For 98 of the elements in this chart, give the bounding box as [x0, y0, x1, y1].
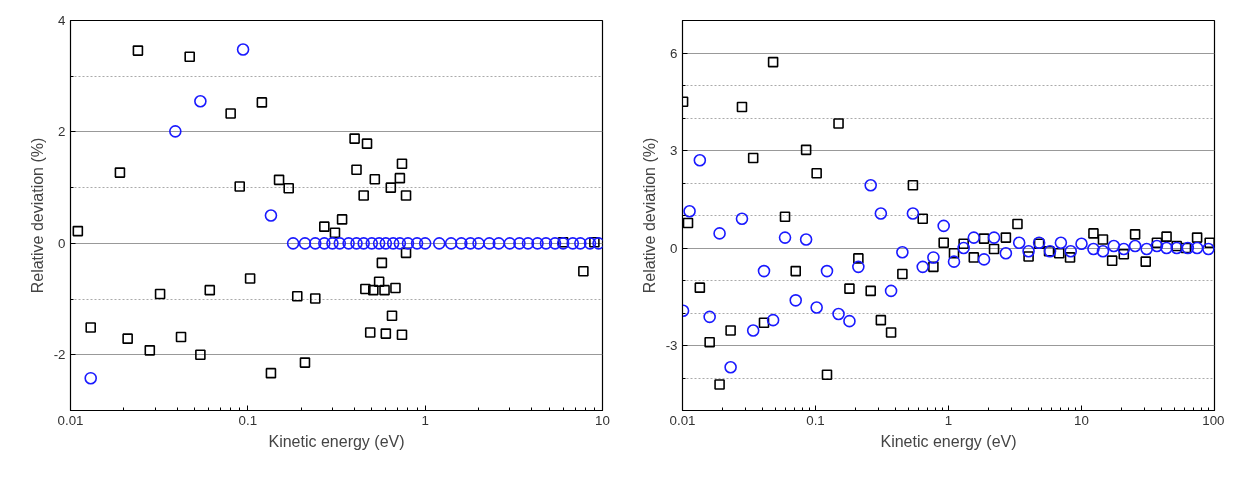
point — [799, 233, 813, 246]
point — [735, 212, 749, 226]
y-tick-label: 0 — [670, 240, 678, 256]
point — [958, 238, 969, 250]
point — [1140, 242, 1153, 256]
point — [757, 264, 771, 278]
point — [682, 217, 694, 229]
x-axis-title: Kinetic energy (eV) — [268, 432, 405, 450]
point — [1064, 252, 1076, 263]
point — [999, 246, 1013, 260]
point — [810, 301, 823, 314]
point — [1190, 241, 1204, 255]
point — [916, 260, 930, 274]
point — [1054, 236, 1068, 250]
point — [1117, 242, 1131, 256]
point — [843, 314, 856, 328]
point — [865, 285, 876, 297]
point — [714, 379, 725, 390]
x-tick-label: 10 — [595, 412, 610, 428]
point — [778, 231, 792, 244]
y-tick-label: -3 — [665, 338, 678, 353]
point — [907, 179, 919, 191]
point — [820, 264, 834, 278]
x-tick-label: 0.01 — [57, 412, 84, 428]
point — [917, 213, 929, 225]
point — [779, 211, 791, 223]
point — [896, 245, 909, 259]
point — [713, 227, 726, 240]
point — [875, 314, 887, 326]
x-tick-label: 1 — [421, 412, 429, 428]
point — [703, 310, 716, 324]
point — [938, 237, 949, 249]
point — [947, 255, 961, 268]
point — [767, 56, 779, 68]
point — [758, 317, 770, 329]
point — [937, 219, 950, 233]
point — [884, 284, 898, 298]
y-axis-title: Relative deviation (%) — [640, 137, 658, 294]
x-tick-label: 0.1 — [238, 412, 258, 428]
point — [1107, 239, 1121, 253]
point — [747, 152, 759, 164]
point — [1150, 239, 1164, 253]
point — [736, 101, 748, 113]
point — [844, 283, 855, 294]
point — [694, 282, 706, 293]
point — [853, 253, 864, 264]
point — [1022, 244, 1035, 258]
x-axis-title: Kinetic energy (eV) — [880, 432, 1017, 450]
point — [885, 327, 897, 338]
x-tick-label: 100 — [1202, 412, 1225, 428]
point — [800, 144, 812, 156]
point — [1012, 236, 1026, 250]
point — [906, 207, 920, 220]
point — [897, 268, 908, 280]
point — [1087, 242, 1100, 256]
x-tick-label: 10 — [1074, 412, 1089, 428]
point — [693, 153, 707, 167]
point — [724, 360, 737, 374]
point — [683, 204, 696, 218]
point — [746, 324, 760, 337]
point — [864, 178, 877, 192]
point — [1075, 237, 1088, 251]
x-tick-label: 0.01 — [669, 412, 696, 428]
point — [1023, 251, 1034, 262]
point — [1064, 244, 1078, 258]
x-tick-label: 0.1 — [806, 412, 825, 428]
y-tick-label: 4 — [58, 13, 67, 28]
point — [1053, 247, 1065, 259]
point — [1000, 232, 1012, 243]
point — [948, 247, 960, 259]
point — [789, 294, 803, 307]
point — [1202, 242, 1215, 256]
point — [928, 261, 939, 273]
y-tick-label: 2 — [58, 124, 66, 140]
y-axis-title: Relative deviation (%) — [28, 137, 46, 294]
point — [821, 369, 833, 381]
y-tick-label: 0 — [58, 235, 66, 251]
point — [832, 307, 845, 321]
point — [852, 260, 865, 274]
point — [1012, 218, 1023, 230]
point — [1096, 244, 1110, 258]
point — [968, 252, 980, 263]
point — [725, 325, 736, 336]
point — [833, 118, 844, 129]
x-tick-label: 1 — [944, 412, 953, 428]
point — [967, 231, 981, 244]
point — [1128, 239, 1142, 253]
point — [790, 265, 802, 277]
y-tick-label: 3 — [670, 143, 678, 158]
point — [704, 336, 715, 348]
point — [811, 167, 822, 179]
y-tick-label: 6 — [670, 45, 678, 61]
y-tick-label: -2 — [53, 347, 66, 363]
point — [957, 241, 970, 255]
point — [927, 251, 940, 264]
point — [874, 207, 888, 220]
point — [1160, 241, 1173, 255]
point — [766, 313, 780, 327]
